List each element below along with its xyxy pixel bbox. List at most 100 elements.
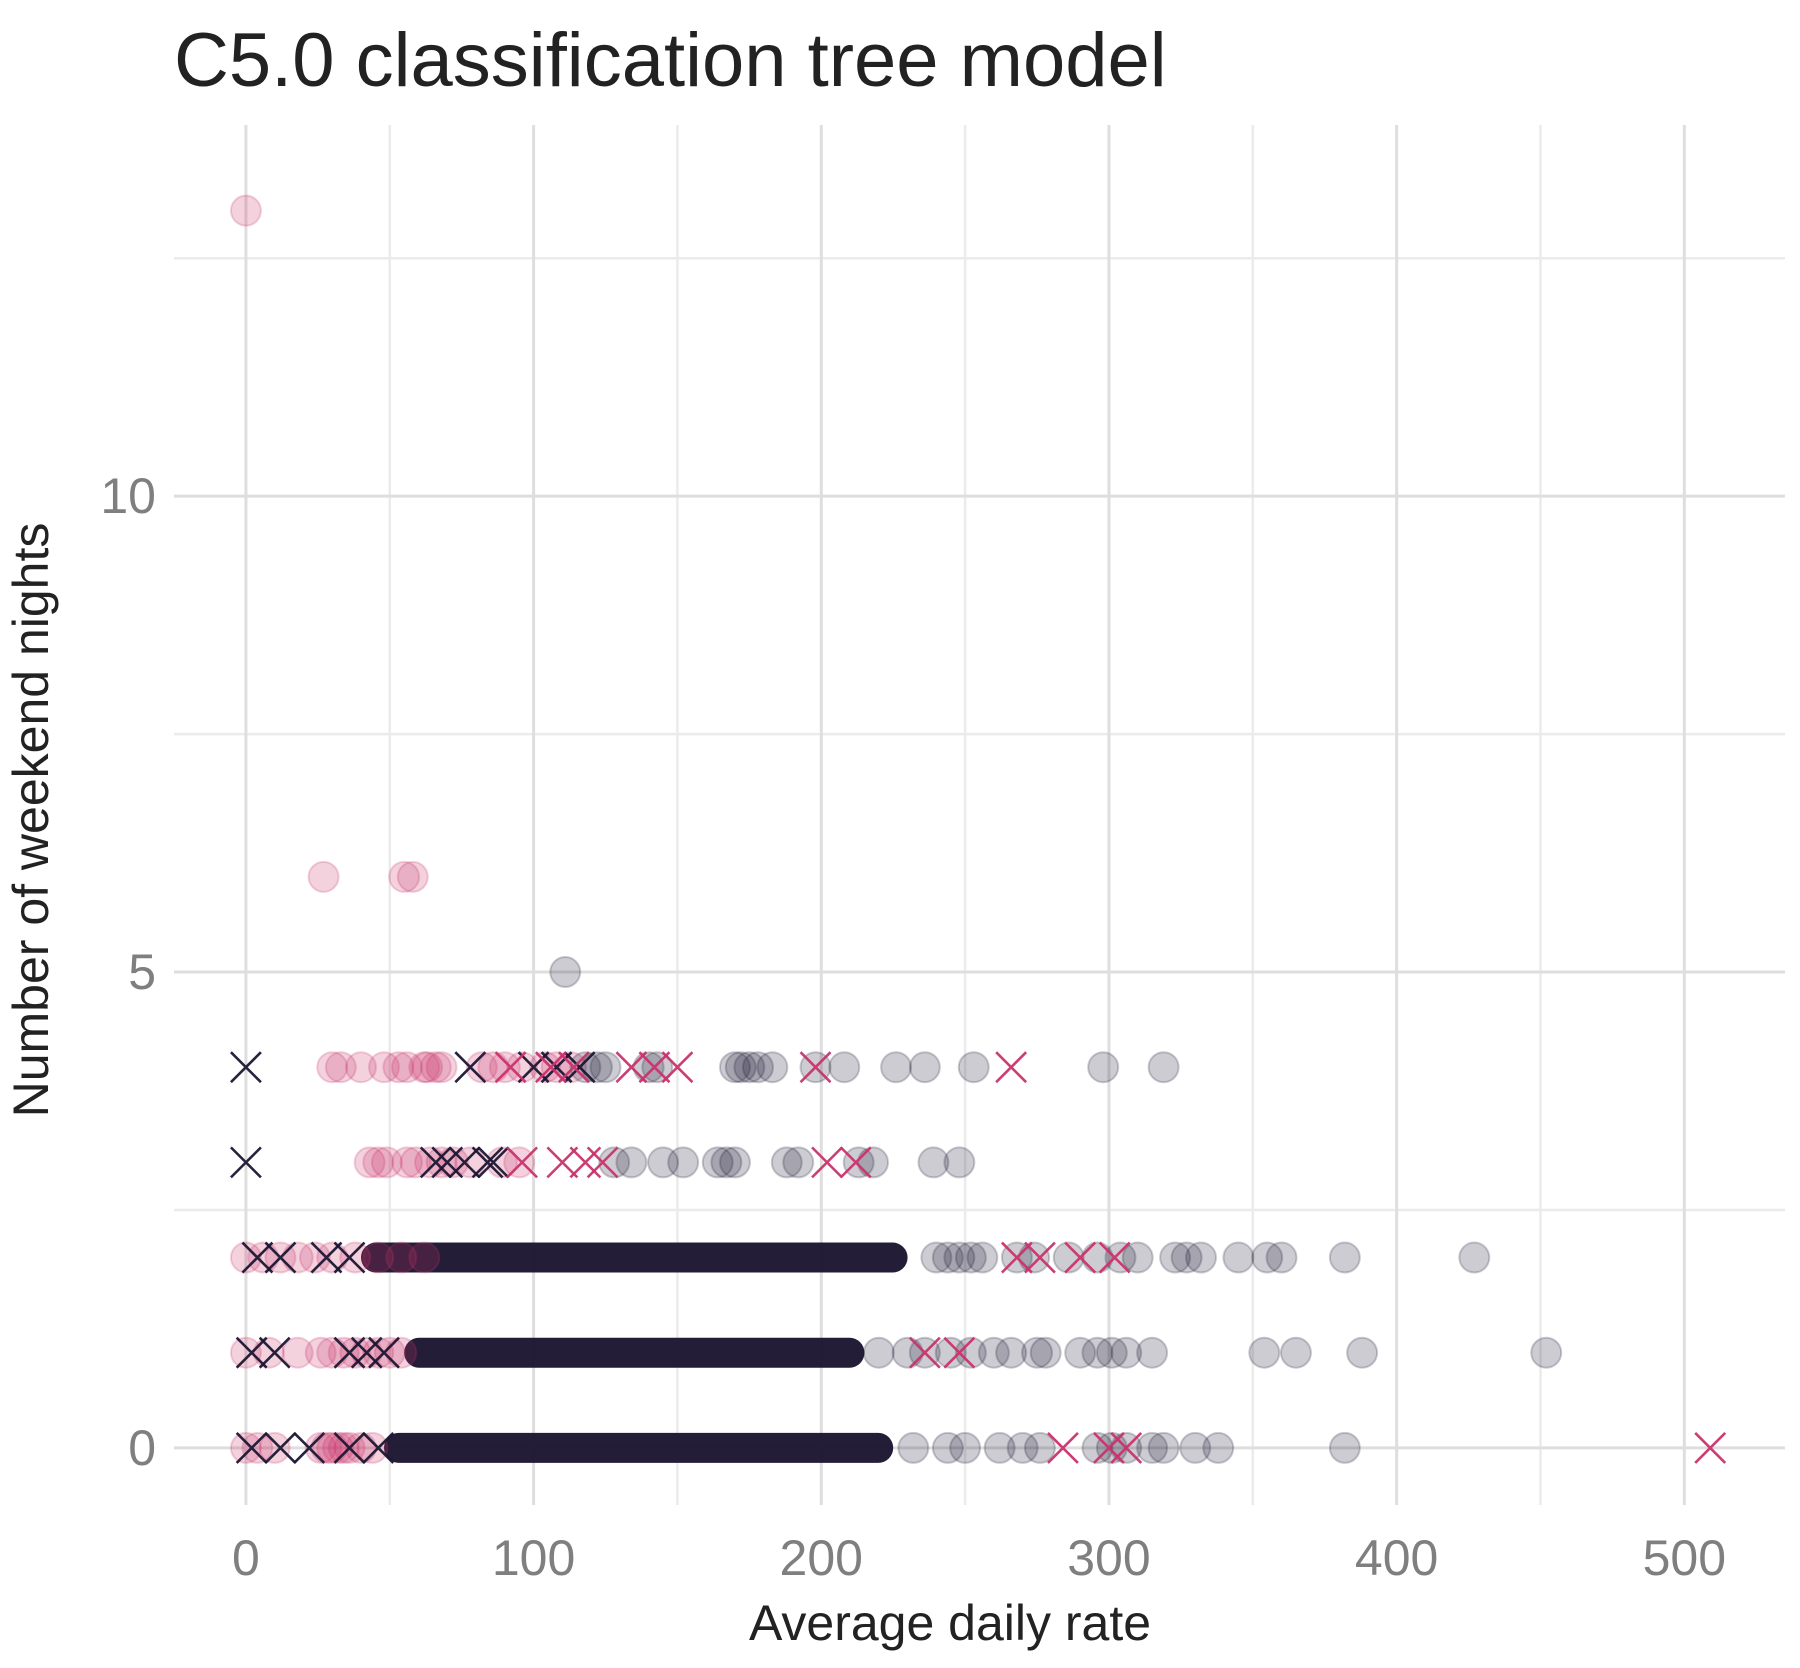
scatter-point-circle [391, 1146, 424, 1179]
scatter-point-circle [437, 1146, 470, 1179]
scatter-point-circle [454, 1146, 487, 1179]
scatter-point-circle [327, 1431, 360, 1464]
scatter-point-cross [235, 1336, 268, 1369]
scatter-point-cross [908, 1336, 941, 1369]
scatter-point-circle [1458, 1241, 1491, 1274]
scatter-point-circle [701, 1146, 734, 1179]
scatter-point-cross [540, 1051, 573, 1084]
scatter-point-cross [310, 1241, 343, 1274]
scatter-point-circle [1185, 1241, 1218, 1274]
scatter-point-circle [241, 1431, 274, 1464]
scatter-point-circle [373, 1336, 406, 1369]
scatter-point-circle [756, 1051, 789, 1084]
scatter-point-cross [1098, 1241, 1131, 1274]
scatter-point-circle [399, 1146, 432, 1179]
data-points [229, 194, 1727, 1464]
scatter-point-circle [368, 1051, 401, 1084]
scatter-point-circle [569, 1051, 602, 1084]
scatter-point-cross [811, 1146, 843, 1179]
scatter-point-circle [281, 1241, 314, 1274]
scatter-point-cross [235, 1431, 268, 1464]
scatter-point-circle [580, 1051, 613, 1084]
scatter-point-cross [661, 1051, 694, 1084]
scatter-point-cross [494, 1051, 527, 1084]
scatter-point-circle [362, 1336, 395, 1369]
scatter-point-circle [1110, 1336, 1143, 1369]
scatter-point-cross [1110, 1431, 1143, 1464]
scatter-point-circle [995, 1336, 1028, 1369]
scatter-point-circle [344, 1051, 377, 1084]
scatter-point-cross [638, 1051, 671, 1084]
scatter-point-circle [1265, 1241, 1298, 1274]
scatter-point-circle [954, 1336, 987, 1369]
scatter-point-circle [908, 1051, 941, 1084]
scatter-point-circle [917, 1146, 950, 1179]
scatter-point-circle [388, 860, 421, 893]
scatter-point-circle [857, 1146, 890, 1179]
scatter-point-circle [931, 1431, 964, 1464]
scatter-point-circle [408, 1051, 441, 1084]
scatter-point-circle [1179, 1431, 1212, 1464]
scatter-point-circle [1095, 1336, 1128, 1369]
scatter-point-circle [316, 1431, 349, 1464]
scatter-point-circle [641, 1051, 674, 1084]
scatter-point-circle [1222, 1241, 1255, 1274]
y-tick-label: 5 [128, 944, 156, 1000]
y-axis-label: Number of weekend nights [3, 523, 59, 1118]
scatter-point-cross [517, 1051, 550, 1084]
scatter-point-cross [333, 1431, 366, 1464]
scatter-point-circle [396, 860, 429, 893]
scatter-point-circle [1006, 1431, 1039, 1464]
scatter-point-cross [506, 1146, 539, 1179]
scatter-point-cross [995, 1051, 1028, 1084]
scatter-point-cross [350, 1336, 383, 1369]
scatter-point-cross [230, 1051, 262, 1084]
scatter-point-circle [304, 1431, 337, 1464]
scatter-point-cross [264, 1241, 297, 1274]
scatter-point-circle [1121, 1241, 1154, 1274]
scatter-point-circle [316, 1336, 349, 1369]
scatter-point-circle [949, 1431, 982, 1464]
scatter-point-cross [1000, 1241, 1033, 1274]
scatter-point-circle [710, 1146, 743, 1179]
scatter-point-circle [1147, 1431, 1180, 1464]
scatter-point-circle [339, 1336, 372, 1369]
scatter-point-circle [1251, 1241, 1284, 1274]
scatter-point-circle [1248, 1336, 1281, 1369]
scatter-point-cross [557, 1051, 590, 1084]
dense-point-bands [360, 1242, 908, 1463]
scatter-point-circle [1346, 1336, 1379, 1369]
scatter-point-circle [1087, 1051, 1120, 1084]
scatter-point-circle [1328, 1431, 1361, 1464]
scatter-point-circle [828, 1051, 861, 1084]
scatter-point-circle [842, 1146, 875, 1179]
scatter-point-circle [370, 1146, 403, 1179]
scatter-point-cross [799, 1051, 832, 1084]
scatter-point-circle [733, 1051, 766, 1084]
scatter-point-circle [281, 1336, 314, 1369]
scatter-point-cross [264, 1431, 297, 1464]
scatter-point-circle [667, 1146, 700, 1179]
scatter-point-cross [448, 1146, 481, 1179]
scatter-point-circle [983, 1431, 1016, 1464]
scatter-point-cross [230, 1146, 262, 1179]
scatter-point-circle [298, 1241, 331, 1274]
scatter-point-cross [839, 1146, 872, 1179]
scatter-point-cross [943, 1336, 976, 1369]
scatter-point-circle [1328, 1241, 1361, 1274]
y-tick-label: 0 [128, 1420, 156, 1476]
x-tick-label: 200 [780, 1530, 863, 1586]
scatter-point-circle [1147, 1051, 1180, 1084]
scatter-point-circle [880, 1051, 913, 1084]
scatter-point-circle [1170, 1241, 1203, 1274]
scatter-point-circle [316, 1241, 349, 1274]
scatter-point-circle [307, 860, 340, 893]
scatter-point-circle [324, 1051, 357, 1084]
scatter-point-circle [1104, 1241, 1137, 1274]
x-tick-label: 400 [1355, 1530, 1438, 1586]
scatter-point-circle [408, 1241, 441, 1274]
scatter-point-circle [589, 1051, 622, 1084]
scatter-point-circle [934, 1336, 967, 1369]
scatter-point-circle [304, 1336, 337, 1369]
scatter-point-cross [1023, 1241, 1056, 1274]
